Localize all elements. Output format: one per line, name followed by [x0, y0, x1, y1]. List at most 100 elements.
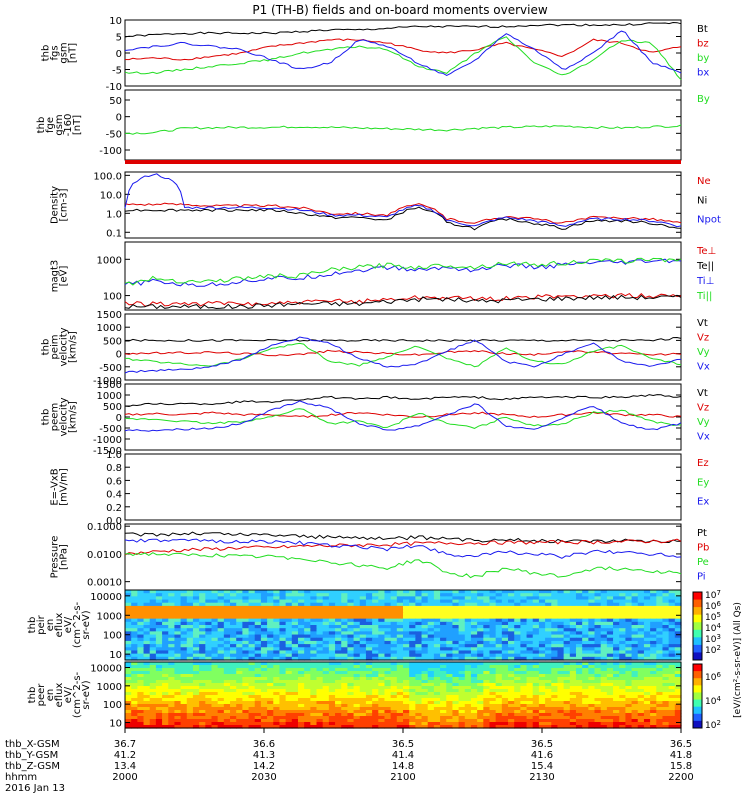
spectrogram-cell — [291, 615, 299, 620]
spectrogram-cell — [501, 698, 509, 702]
spectrogram-cell — [211, 668, 219, 672]
spectrogram-cell — [508, 668, 515, 672]
spectrogram-cell — [532, 656, 540, 661]
spectrogram-cell — [662, 716, 670, 720]
spectrogram-cell — [446, 653, 454, 658]
spectrogram-cell — [477, 671, 484, 675]
spectrogram-cell — [316, 662, 324, 666]
spectrogram-cell — [149, 683, 157, 687]
spectrogram-cell — [365, 710, 373, 714]
spectrogram-cell — [378, 683, 386, 687]
spectrogram-cell — [230, 662, 237, 666]
spectrogram-cell — [403, 640, 410, 645]
spectrogram-cell — [538, 689, 546, 693]
spectrogram-cell — [260, 692, 268, 696]
spectrogram-cell — [427, 668, 435, 672]
spectrogram-cell — [588, 722, 596, 726]
spectrogram-cell — [501, 656, 509, 661]
spectrogram-cell — [285, 722, 293, 726]
spectrogram-cell — [650, 719, 657, 723]
spectrogram-cell — [384, 644, 392, 648]
spectrogram-cell — [409, 722, 416, 726]
spectrogram-cell — [304, 656, 311, 661]
spectrogram-cell — [637, 710, 645, 714]
spectrogram-cell — [520, 674, 528, 678]
spectrogram-cell — [285, 644, 293, 648]
legend-label: Ni — [697, 195, 707, 206]
spectrogram-cell — [279, 683, 287, 687]
spectrogram-cell — [545, 625, 552, 629]
spectrogram-cell — [489, 668, 497, 672]
spectrogram-cell — [631, 722, 639, 726]
spectrogram-cell — [359, 701, 367, 705]
spectrogram-cell — [446, 668, 454, 672]
spectrogram-cell — [384, 677, 392, 681]
spectrogram-cell — [131, 689, 138, 693]
spectrogram-cell — [594, 653, 602, 658]
spectrogram-cell — [304, 647, 311, 652]
spectrogram-cell — [316, 707, 324, 711]
spectrogram-cell — [483, 704, 491, 708]
spectrogram-cell — [526, 590, 534, 594]
spectrogram-cell — [322, 650, 330, 655]
spectrogram-cell — [508, 683, 515, 687]
spectrogram-cell — [415, 662, 423, 666]
spectrogram-cell — [372, 650, 379, 655]
spectrogram-cell — [582, 618, 589, 623]
spectrogram-cell — [384, 722, 392, 726]
spectrogram-cell — [421, 710, 429, 714]
spectrogram-cell — [137, 692, 145, 696]
spectrogram-cell — [452, 698, 460, 702]
spectrogram-cell — [372, 625, 379, 629]
spectrogram-cell — [322, 656, 330, 661]
spectrogram-cell — [347, 710, 355, 714]
spectrogram-cell — [186, 668, 194, 672]
spectrogram-cell — [291, 625, 299, 629]
spectrogram-cell — [211, 628, 219, 632]
spectrogram-cell — [557, 716, 565, 720]
series-line-Pi — [124, 538, 682, 559]
spectrogram-cell — [489, 704, 497, 708]
spectrogram-cell — [545, 686, 552, 690]
spectrogram-cell — [230, 716, 237, 720]
spectrogram-cell — [433, 677, 441, 681]
spectrogram-cell — [674, 695, 682, 699]
spectrogram-cell — [489, 650, 497, 655]
spectrogram-cell — [508, 710, 515, 714]
spectrogram-cell — [396, 653, 404, 658]
spectrogram-cell — [186, 625, 194, 629]
spectrogram-cell — [409, 674, 416, 678]
spectrogram-cell — [205, 621, 213, 626]
spectrogram-cell — [384, 625, 392, 629]
spectrogram-cell — [297, 677, 305, 681]
spectrogram-cell — [458, 692, 466, 696]
spectrogram-cell — [372, 719, 379, 723]
spectrogram-cell — [260, 628, 268, 632]
spectrogram-cell — [545, 609, 552, 613]
spectrogram-cell — [236, 637, 243, 642]
spectrogram-cell — [205, 677, 213, 681]
spectrogram-cell — [316, 683, 324, 687]
spectrogram-cell — [155, 716, 163, 720]
spectrogram-cell — [347, 671, 355, 675]
spectrogram-cell — [217, 640, 225, 645]
spectrogram-cell — [297, 710, 305, 714]
spectrogram-cell — [192, 609, 200, 613]
spectrogram-cell — [149, 710, 157, 714]
spectrogram-cell — [421, 680, 429, 684]
spectrogram-cell — [575, 707, 583, 711]
spectrogram-cell — [168, 653, 176, 658]
spectrogram-cell — [341, 656, 348, 661]
spectrogram-cell — [520, 665, 528, 669]
spectrogram-cell — [674, 674, 682, 678]
y-axis-label: peir — [36, 614, 47, 634]
spectrogram-cell — [477, 698, 484, 702]
spectrogram-cell — [415, 710, 423, 714]
spectrogram-cell — [199, 656, 206, 661]
spectrogram-cell — [489, 621, 497, 626]
series-line-Pt — [124, 531, 682, 544]
spectrogram-cell — [180, 671, 188, 675]
legend-label: Vx — [697, 362, 710, 373]
spectrogram-cell — [365, 650, 373, 655]
spectrogram-cell — [613, 725, 620, 729]
